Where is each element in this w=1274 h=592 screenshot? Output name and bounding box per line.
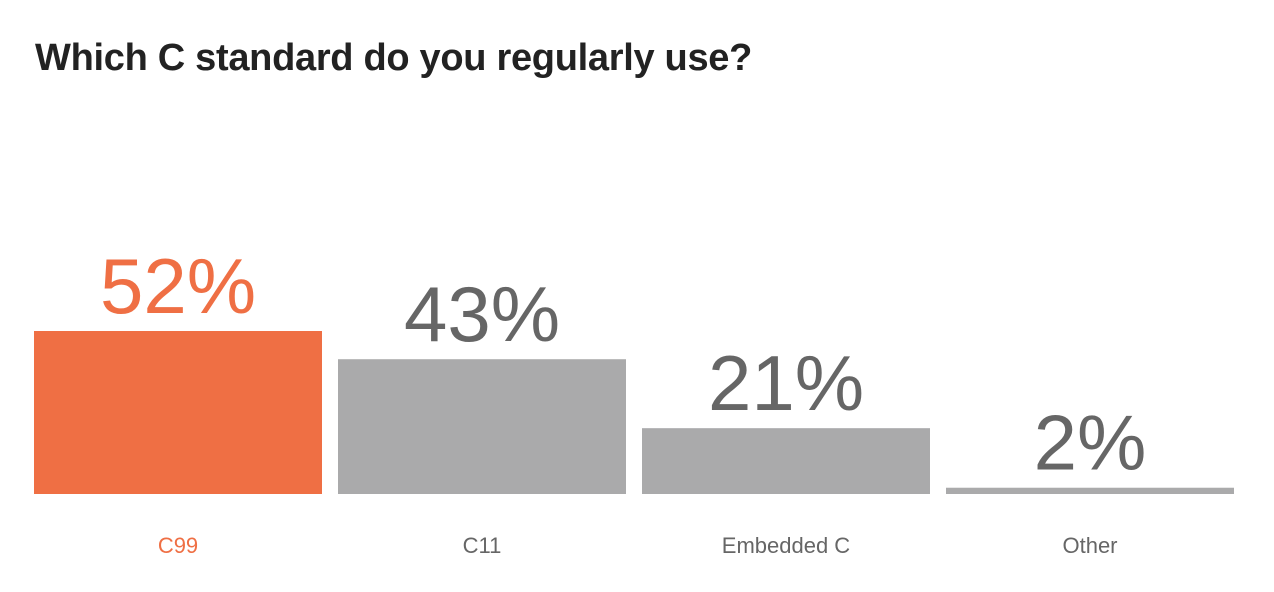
category-label-c11: C11	[463, 533, 502, 558]
bar-other	[946, 487, 1234, 494]
value-label-c99: 52%	[100, 242, 256, 330]
value-label-embedded-c: 21%	[708, 339, 864, 427]
category-label-c99: C99	[158, 533, 198, 558]
bar-c99	[34, 331, 322, 494]
bar-embedded-c	[642, 428, 930, 494]
category-label-other: Other	[1062, 533, 1117, 558]
bars-group	[34, 331, 1234, 494]
value-label-other: 2%	[1034, 399, 1147, 487]
category-labels-group: C99 C11 Embedded C Other	[158, 533, 1118, 558]
bar-c11	[338, 359, 626, 494]
category-label-embedded-c: Embedded C	[722, 533, 851, 558]
value-label-c11: 43%	[404, 270, 560, 358]
value-labels-group: 52% 43% 21% 2%	[100, 242, 1146, 487]
chart-title: Which C standard do you regularly use?	[35, 37, 753, 79]
